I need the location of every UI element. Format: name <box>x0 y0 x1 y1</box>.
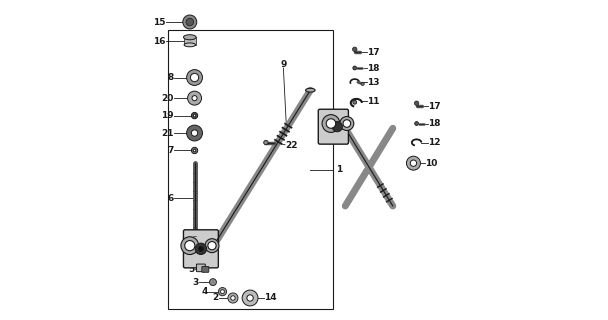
Circle shape <box>208 242 216 250</box>
FancyBboxPatch shape <box>168 30 333 309</box>
Circle shape <box>193 114 196 117</box>
Circle shape <box>228 293 238 303</box>
Text: 12: 12 <box>427 138 440 147</box>
Text: 11: 11 <box>367 97 380 106</box>
Text: 7: 7 <box>168 146 174 155</box>
Circle shape <box>242 290 258 306</box>
FancyBboxPatch shape <box>202 267 209 272</box>
FancyBboxPatch shape <box>184 230 218 268</box>
Circle shape <box>247 295 254 301</box>
Circle shape <box>192 112 198 119</box>
Circle shape <box>407 156 420 170</box>
Text: 5: 5 <box>188 265 195 274</box>
Text: 4: 4 <box>202 287 208 296</box>
Circle shape <box>326 119 336 128</box>
Text: 15: 15 <box>153 18 166 27</box>
Circle shape <box>221 290 224 293</box>
Text: 18: 18 <box>367 63 380 73</box>
Circle shape <box>415 122 418 125</box>
Circle shape <box>187 125 202 141</box>
Circle shape <box>188 91 201 105</box>
Text: 3: 3 <box>193 278 199 287</box>
Text: 16: 16 <box>153 36 166 45</box>
Circle shape <box>181 237 199 254</box>
Circle shape <box>353 66 357 70</box>
Circle shape <box>410 160 416 166</box>
Circle shape <box>192 147 198 154</box>
Text: 8: 8 <box>168 73 174 82</box>
Text: 6: 6 <box>168 194 174 203</box>
Text: 18: 18 <box>427 119 440 128</box>
Text: 13: 13 <box>367 78 380 87</box>
Text: 14: 14 <box>264 293 277 302</box>
Text: 21: 21 <box>162 129 174 138</box>
FancyBboxPatch shape <box>196 264 206 272</box>
Text: 20: 20 <box>162 94 174 103</box>
Text: 10: 10 <box>424 159 437 168</box>
Ellipse shape <box>306 88 315 92</box>
Circle shape <box>210 279 216 286</box>
Circle shape <box>205 239 219 252</box>
Circle shape <box>190 73 199 82</box>
Circle shape <box>185 241 195 251</box>
Circle shape <box>343 120 351 127</box>
Circle shape <box>195 243 207 254</box>
Circle shape <box>186 18 193 26</box>
Circle shape <box>230 296 235 300</box>
Circle shape <box>198 246 204 252</box>
Circle shape <box>322 115 340 132</box>
FancyBboxPatch shape <box>184 37 196 45</box>
Circle shape <box>353 100 357 104</box>
Circle shape <box>264 140 268 145</box>
Circle shape <box>218 288 227 296</box>
Circle shape <box>192 130 198 136</box>
Circle shape <box>340 116 354 131</box>
Text: 22: 22 <box>285 141 297 150</box>
Circle shape <box>187 69 202 85</box>
Text: 9: 9 <box>280 60 286 69</box>
Circle shape <box>353 47 357 52</box>
Ellipse shape <box>184 43 196 47</box>
Text: 1: 1 <box>336 165 342 174</box>
Text: 17: 17 <box>427 101 440 111</box>
Ellipse shape <box>184 35 196 40</box>
Circle shape <box>193 149 196 152</box>
Circle shape <box>332 122 342 132</box>
Circle shape <box>361 82 364 85</box>
Text: 19: 19 <box>161 111 174 120</box>
FancyBboxPatch shape <box>318 109 348 144</box>
Text: 2: 2 <box>212 293 219 302</box>
Circle shape <box>183 15 197 29</box>
Circle shape <box>192 96 197 101</box>
Circle shape <box>415 101 419 105</box>
Text: 17: 17 <box>367 48 380 57</box>
